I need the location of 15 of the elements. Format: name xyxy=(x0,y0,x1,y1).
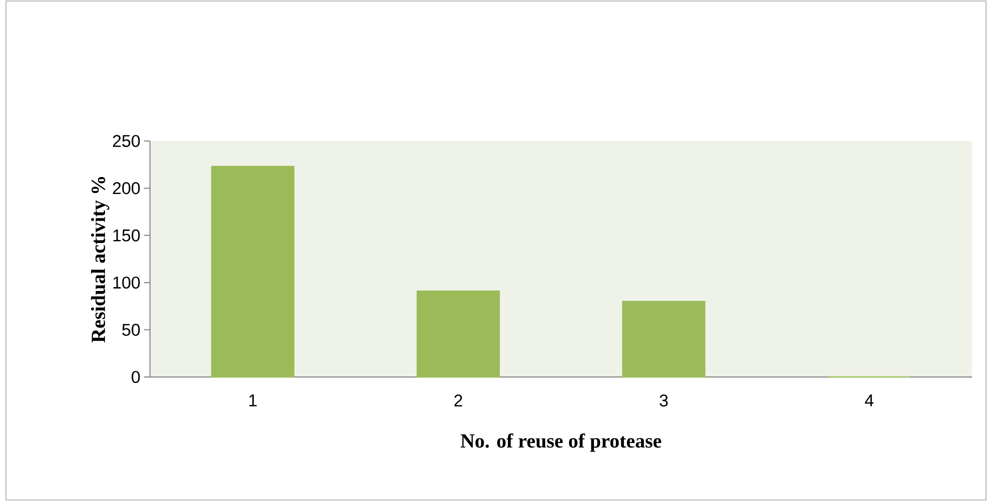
bar xyxy=(416,290,500,378)
y-axis-title: Residual activity % xyxy=(91,176,110,343)
x-tick-label: 4 xyxy=(864,394,874,406)
x-tick-label: 2 xyxy=(454,394,462,406)
x-tick-label: 1 xyxy=(249,394,257,406)
y-tick-label: 250 xyxy=(112,134,140,148)
y-tick-label: 200 xyxy=(112,182,140,194)
x-axis-title: No. of reuse of protease xyxy=(460,433,662,452)
y-tick-label: 100 xyxy=(113,276,140,289)
bar xyxy=(622,300,706,378)
y-tick-label: 150 xyxy=(113,229,140,242)
x-tick-label: 3 xyxy=(660,394,668,407)
y-tick-label: 50 xyxy=(122,324,140,336)
bar xyxy=(211,166,294,378)
y-tick-label: 0 xyxy=(132,370,140,384)
